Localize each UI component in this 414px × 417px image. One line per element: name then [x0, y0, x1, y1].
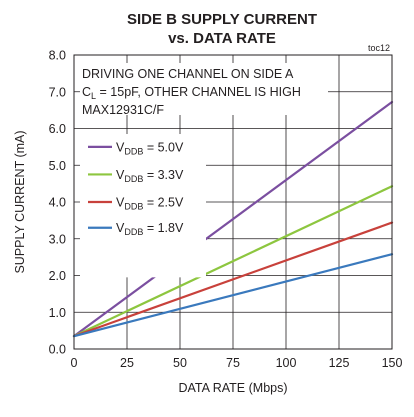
- chart-subtitle: vs. DATA RATE: [168, 30, 276, 47]
- annotation-line-1: DRIVING ONE CHANNEL ON SIDE A: [82, 67, 294, 81]
- legend-label-3: VDDB = 1.8V: [116, 221, 184, 237]
- legend-label-2: VDDB = 2.5V: [116, 196, 184, 212]
- x-axis-ticks: 0 25 50 75 100 125 150: [71, 356, 403, 370]
- series-line-1: [72, 185, 394, 338]
- annotation-cap-subscript: L: [91, 91, 96, 101]
- legend-item-2: VDDB = 2.5V: [88, 196, 184, 212]
- legend-label-sub-2: DDB: [124, 202, 143, 212]
- x-tick-label-3: 75: [226, 356, 240, 370]
- chart-title: SIDE B SUPPLY CURRENT: [127, 11, 317, 28]
- figure-tag: toc12: [368, 43, 390, 53]
- annotation-block: DRIVING ONE CHANNEL ON SIDE A CL = 15pF,…: [80, 63, 328, 117]
- legend-label-0: VDDB = 5.0V: [116, 140, 184, 156]
- legend-label-main-2: V: [116, 196, 125, 210]
- x-axis-label: DATA RATE (Mbps): [178, 381, 287, 395]
- annotation-line-3: MAX12931C/F: [82, 103, 164, 117]
- y-tick-label-0: 0.0: [49, 343, 66, 357]
- legend-label-value-0: = 5.0V: [143, 140, 184, 154]
- annotation-cap-value: = 15pF, OTHER CHANNEL IS HIGH: [96, 85, 301, 99]
- y-axis-label: SUPPLY CURRENT (mA): [13, 130, 27, 273]
- legend-label-sub-0: DDB: [124, 146, 143, 156]
- series-line-0: [72, 100, 394, 338]
- legend-label-1: VDDB = 3.3V: [116, 168, 184, 184]
- legend-label-main-1: V: [116, 168, 125, 182]
- legend-background: [80, 134, 206, 278]
- y-tick-label-2: 2.0: [49, 269, 66, 283]
- series-line-2: [72, 221, 394, 338]
- series-lines: [72, 100, 394, 338]
- y-tick-label-6: 6.0: [49, 122, 66, 136]
- y-tick-label-4: 4.0: [49, 196, 66, 210]
- x-tick-label-4: 100: [276, 356, 297, 370]
- legend-item-1: VDDB = 3.3V: [88, 168, 184, 184]
- x-tick-label-2: 50: [173, 356, 187, 370]
- y-tick-label-5: 5.0: [49, 159, 66, 173]
- legend-label-sub-3: DDB: [124, 227, 143, 237]
- y-tick-label-3: 3.0: [49, 232, 66, 246]
- annotation-line-2: CL = 15pF, OTHER CHANNEL IS HIGH: [82, 85, 301, 101]
- legend-label-main-3: V: [116, 221, 125, 235]
- y-tick-label-7: 7.0: [49, 85, 66, 99]
- x-tick-label-1: 25: [120, 356, 134, 370]
- x-tick-label-5: 125: [329, 356, 350, 370]
- legend-item-3: VDDB = 1.8V: [88, 221, 184, 237]
- annotation-cap-symbol: C: [82, 85, 91, 99]
- annotation-background: [80, 63, 328, 115]
- legend-label-sub-1: DDB: [124, 174, 143, 184]
- plot-frame: [73, 54, 393, 350]
- x-tick-label-0: 0: [71, 356, 78, 370]
- y-axis-ticks: 0.0 1.0 2.0 3.0 4.0 5.0 6.0 7.0 8.0: [49, 49, 66, 357]
- legend-label-value-2: = 2.5V: [143, 196, 184, 210]
- legend-label-main-0: V: [116, 140, 125, 154]
- x-tick-label-6: 150: [382, 356, 403, 370]
- legend-label-value-3: = 1.8V: [143, 221, 184, 235]
- legend-item-0: VDDB = 5.0V: [88, 140, 184, 156]
- y-tick-label-1: 1.0: [49, 306, 66, 320]
- legend-label-value-1: = 3.3V: [143, 168, 184, 182]
- y-tick-label-8: 8.0: [49, 49, 66, 63]
- series-line-3: [72, 253, 394, 338]
